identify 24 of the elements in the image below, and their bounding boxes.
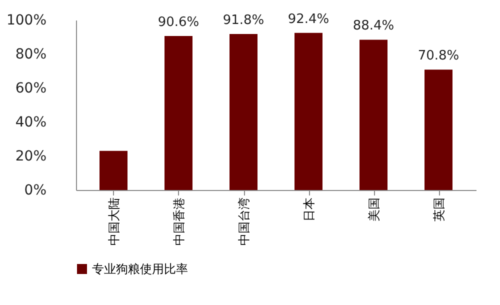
x-tick-label: 中国台湾 (237, 198, 251, 246)
y-tick-label: 60% (15, 80, 46, 96)
x-tick-label: 英国 (432, 198, 446, 222)
bar (100, 150, 128, 190)
bar (360, 40, 388, 190)
data-label: 91.8% (222, 12, 264, 28)
data-label: 92.4% (288, 12, 330, 27)
y-tick-label: 40% (15, 114, 46, 130)
x-tick-label: 中国香港 (172, 198, 186, 246)
data-label: 70.8% (418, 48, 460, 64)
y-tick-label: 100% (6, 12, 46, 28)
bar (294, 32, 322, 190)
bar (230, 34, 258, 190)
y-tick-label: 0% (24, 182, 46, 198)
x-tick-label: 日本 (302, 198, 316, 222)
legend-label: 专业狗粮使用比率 (92, 262, 188, 276)
bar (424, 70, 452, 190)
x-tick-label: 中国大陆 (107, 198, 121, 246)
y-tick-label: 80% (15, 46, 46, 62)
y-tick-label: 20% (15, 148, 46, 164)
data-label: 90.6% (158, 14, 200, 30)
bar (164, 36, 192, 190)
x-tick-label: 美国 (367, 198, 381, 222)
data-label: 88.4% (352, 18, 394, 34)
